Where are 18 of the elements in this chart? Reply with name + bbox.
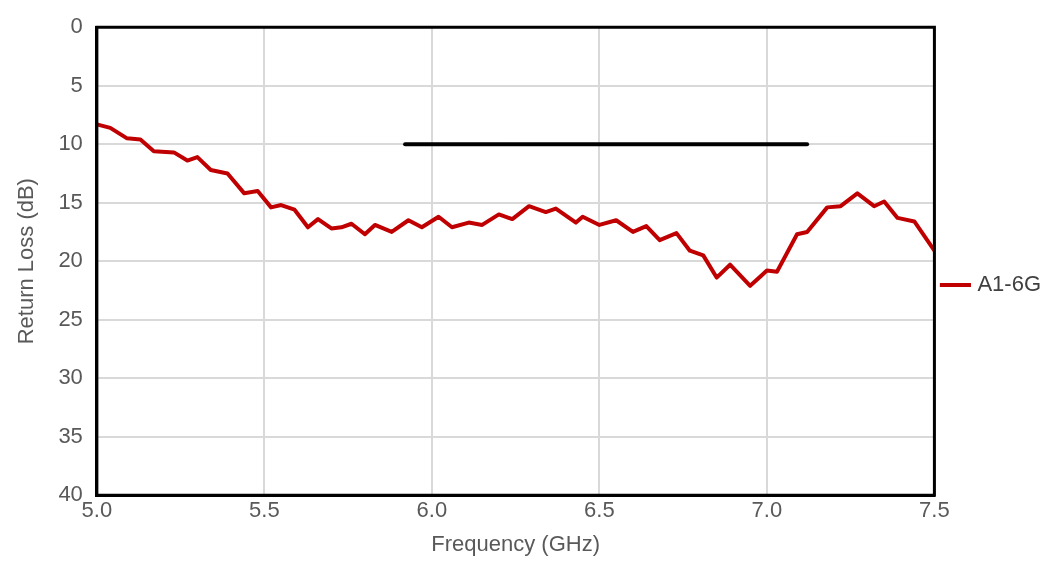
x-tick-label: 6.0 xyxy=(416,497,448,523)
x-tick-label: 7.0 xyxy=(751,497,783,523)
x-tick-label: 5.5 xyxy=(249,497,280,523)
y-tick-label: 35 xyxy=(58,422,83,448)
x-tick-label: 7.5 xyxy=(919,497,950,523)
y-tick-label: 40 xyxy=(58,481,83,507)
y-tick-label: 25 xyxy=(58,305,83,331)
y-axis-title: Return Loss (dB) xyxy=(13,178,39,345)
y-tick-label: 0 xyxy=(70,13,83,39)
y-tick-label: 10 xyxy=(58,130,83,156)
y-tick-label: 15 xyxy=(58,188,83,214)
x-axis-title: Frequency (GHz) xyxy=(431,530,600,556)
x-tick-label: 6.5 xyxy=(584,497,615,523)
x-tick-label: 5.0 xyxy=(81,497,113,523)
y-tick-label: 30 xyxy=(58,364,83,390)
y-tick-label: 5 xyxy=(70,71,83,97)
legend-label: A1-6G xyxy=(977,271,1042,297)
y-tick-label: 20 xyxy=(58,247,83,273)
